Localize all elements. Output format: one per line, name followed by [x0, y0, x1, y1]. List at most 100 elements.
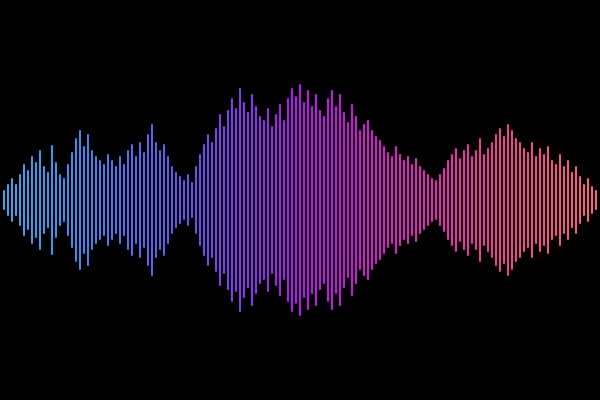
waveform-bar — [211, 142, 213, 258]
waveform-bar — [475, 150, 477, 250]
waveform-bar — [231, 98, 233, 302]
waveform-bar — [39, 150, 41, 250]
waveform-bar — [11, 178, 13, 222]
waveform-bar — [71, 152, 73, 248]
waveform-bar — [275, 114, 277, 286]
waveform-bar — [147, 134, 149, 266]
waveform-bar — [483, 154, 485, 246]
waveform-bar — [119, 156, 121, 244]
waveform-bar — [7, 184, 9, 216]
waveform-bar — [159, 150, 161, 250]
waveform-bar — [327, 98, 329, 302]
waveform-bar — [75, 138, 77, 262]
waveform-bar — [359, 130, 361, 270]
waveform-bar — [383, 146, 385, 254]
waveform-bar — [519, 142, 521, 258]
waveform-bar — [191, 182, 193, 218]
waveform-bar — [571, 172, 573, 228]
waveform-bar — [583, 184, 585, 216]
waveform-bar — [127, 150, 129, 250]
waveform-bar — [331, 90, 333, 310]
waveform-bar — [503, 136, 505, 264]
waveform-bar — [555, 164, 557, 236]
waveform-bar — [355, 116, 357, 284]
waveform-bar — [91, 150, 93, 250]
waveform-bar — [243, 102, 245, 298]
waveform-bar — [23, 164, 25, 236]
waveform-bar — [103, 164, 105, 236]
waveform-bar — [515, 138, 517, 262]
waveform-bar — [223, 126, 225, 274]
waveform-bar — [79, 130, 81, 270]
waveform-bar — [303, 102, 305, 298]
waveform-bar — [155, 142, 157, 258]
waveform-bar — [527, 152, 529, 248]
waveform-bar — [55, 162, 57, 238]
waveform-bar — [51, 145, 53, 255]
waveform-bar — [427, 174, 429, 226]
waveform-bar — [495, 134, 497, 266]
waveform-bar — [83, 146, 85, 254]
waveform-bar — [227, 110, 229, 290]
waveform-bar — [287, 98, 289, 302]
waveform-bar — [107, 154, 109, 246]
waveform-bar — [3, 190, 5, 210]
waveform-bar — [139, 142, 141, 258]
waveform-bar — [543, 154, 545, 246]
waveform-bar — [143, 152, 145, 248]
waveform-bar — [255, 106, 257, 294]
waveform-bar — [43, 166, 45, 234]
waveform-bar — [491, 142, 493, 258]
waveform-bar — [251, 94, 253, 306]
waveform-bar — [63, 178, 65, 222]
waveform-bar — [559, 154, 561, 246]
waveform-bar — [591, 186, 593, 214]
waveform-bar — [547, 146, 549, 254]
waveform-bar — [339, 94, 341, 306]
waveform-bar — [263, 120, 265, 280]
waveform-bar — [407, 156, 409, 244]
waveform-bar — [379, 140, 381, 260]
waveform-bar — [371, 130, 373, 270]
waveform-bar — [403, 160, 405, 240]
waveform-bar — [299, 84, 301, 316]
waveform-bar — [415, 158, 417, 242]
waveform-bar — [111, 160, 113, 240]
waveform-bar — [579, 176, 581, 224]
waveform-bar — [307, 90, 309, 310]
waveform-bar — [247, 112, 249, 288]
waveform-bar — [95, 156, 97, 244]
waveform-bar — [203, 144, 205, 256]
waveform-bar — [27, 170, 29, 230]
waveform-bar — [343, 112, 345, 288]
waveform-bar — [179, 176, 181, 224]
waveform-bar — [523, 148, 525, 252]
waveform-bar — [431, 178, 433, 222]
waveform-bar — [123, 164, 125, 236]
waveform-bar — [563, 166, 565, 234]
waveform-bar — [347, 122, 349, 278]
waveform-bar — [151, 124, 153, 276]
waveform-bar — [551, 160, 553, 240]
waveform-bar — [15, 184, 17, 216]
waveform-bar — [487, 148, 489, 252]
waveform-bar — [291, 88, 293, 312]
waveform-bar — [35, 162, 37, 238]
waveform-bar — [59, 174, 61, 226]
waveform-bar — [67, 164, 69, 236]
waveform-bar — [99, 160, 101, 240]
waveform-bar — [387, 152, 389, 248]
waveform-bar — [447, 160, 449, 240]
waveform-bar — [175, 172, 177, 228]
waveform-bar — [195, 166, 197, 234]
waveform-bar — [391, 156, 393, 244]
waveform-bar — [187, 174, 189, 226]
waveform-bar — [411, 164, 413, 236]
waveform-bar — [215, 128, 217, 272]
waveform-bar — [167, 156, 169, 244]
waveform-bar — [279, 104, 281, 296]
waveform-bar — [423, 170, 425, 230]
waveform-bar — [395, 146, 397, 254]
